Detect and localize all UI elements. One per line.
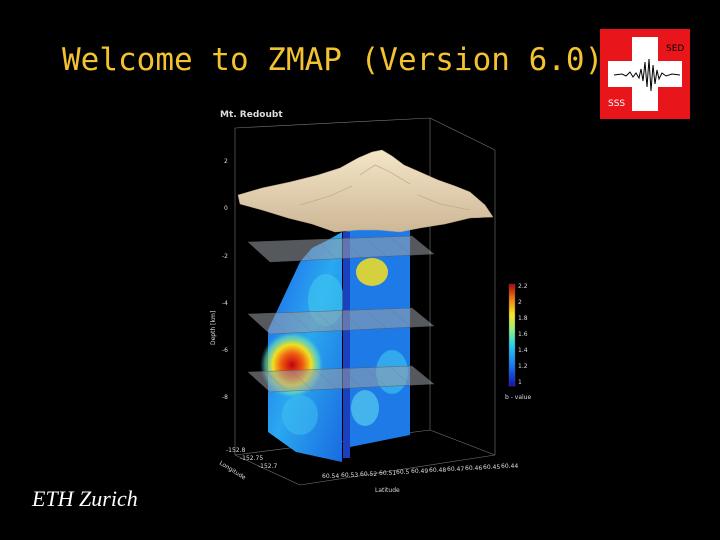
colorbar-label: b - value bbox=[505, 394, 531, 401]
seismogram-icon bbox=[613, 58, 681, 92]
latitude-tick: 60.46 bbox=[465, 465, 482, 472]
longitude-tick: -152.7 bbox=[258, 463, 278, 470]
latitude-tick: 60.48 bbox=[429, 467, 446, 474]
colorbar-ticks: 2.2 2 1.8 1.6 1.4 1.2 1 bbox=[518, 283, 528, 386]
colorbar-tick: 1.2 bbox=[518, 363, 528, 370]
volcano-3d-figure: 2 0 -2 -4 -6 -8 Depth [km] -152.8 -152.7… bbox=[210, 117, 531, 494]
z-tick: 0 bbox=[224, 205, 228, 212]
footer-text: ETH Zurich bbox=[32, 486, 138, 511]
latitude-tick: 60.45 bbox=[483, 464, 500, 471]
z-axis-ticks: 2 0 -2 -4 -6 -8 bbox=[222, 158, 228, 401]
z-axis-label: Depth [km] bbox=[210, 311, 217, 345]
latitude-axis-label: Latitude bbox=[375, 487, 400, 494]
z-tick: 2 bbox=[224, 158, 228, 165]
colorbar bbox=[508, 283, 516, 387]
colorbar-tick: 2 bbox=[518, 299, 522, 306]
colorbar-tick: 1.6 bbox=[518, 331, 528, 338]
colorbar-tick: 2.2 bbox=[518, 283, 528, 290]
latitude-tick: 60.52 bbox=[360, 471, 377, 478]
depth-planes bbox=[247, 235, 435, 393]
latitude-tick: 60.51 bbox=[379, 470, 396, 477]
longitude-tick: -152.75 bbox=[240, 455, 263, 462]
latitude-tick: 60.53 bbox=[341, 472, 358, 479]
colorbar-tick: 1 bbox=[518, 379, 522, 386]
colorbar-tick: 1.8 bbox=[518, 315, 528, 322]
z-tick: -8 bbox=[222, 394, 228, 401]
volcano-surface bbox=[237, 149, 494, 233]
figure-title: Mt. Redoubt bbox=[220, 110, 283, 120]
latitude-ticks: 60.54 60.53 60.52 60.51 60.5 60.49 60.48… bbox=[322, 463, 518, 480]
sed-logo: SED SSS bbox=[600, 29, 690, 119]
z-tick: -2 bbox=[222, 253, 228, 260]
colorbar-tick: 1.4 bbox=[518, 347, 528, 354]
logo-label-top: SED bbox=[666, 44, 685, 54]
latitude-tick: 60.54 bbox=[322, 473, 339, 480]
latitude-tick: 60.47 bbox=[447, 466, 464, 473]
longitude-tick: -152.8 bbox=[226, 447, 246, 454]
slide-title: Welcome to ZMAP (Version 6.0) bbox=[62, 42, 604, 78]
z-tick: -6 bbox=[222, 347, 228, 354]
latitude-tick: 60.5 bbox=[396, 469, 410, 476]
z-tick: -4 bbox=[222, 300, 228, 307]
longitude-axis-label: Longitude bbox=[218, 460, 247, 482]
latitude-tick: 60.49 bbox=[411, 468, 428, 475]
logo-label-bottom: SSS bbox=[608, 99, 626, 109]
longitude-ticks: -152.8 -152.75 -152.7 bbox=[226, 447, 278, 470]
latitude-tick: 60.44 bbox=[501, 463, 518, 470]
